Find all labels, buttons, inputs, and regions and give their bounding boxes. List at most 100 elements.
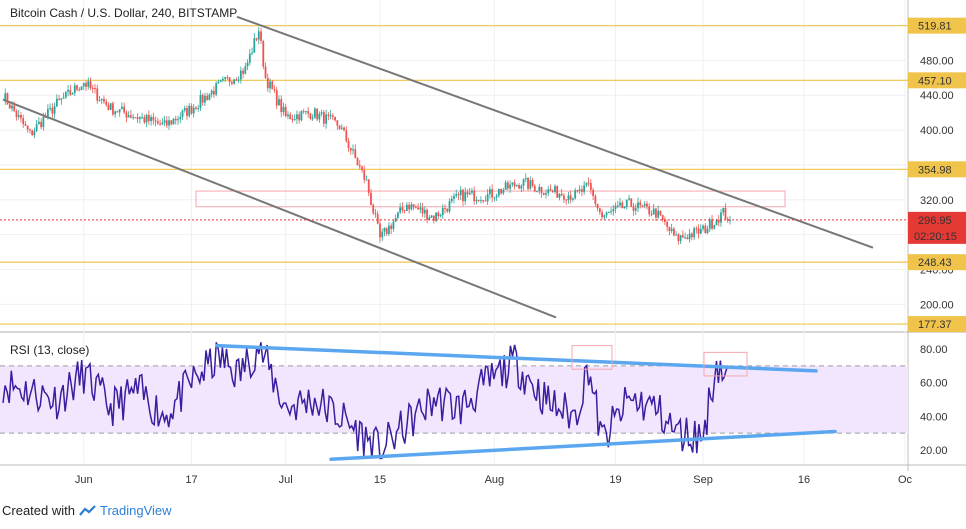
candle-body — [702, 225, 704, 229]
candle-body — [648, 206, 651, 215]
rsi-tick-label: 40.00 — [920, 411, 948, 423]
candle-body — [717, 219, 720, 223]
time-tick-label: 15 — [374, 474, 386, 486]
candle-body — [264, 66, 267, 78]
candle-body — [616, 205, 619, 207]
candle-body — [497, 188, 500, 196]
candle-body — [417, 207, 419, 210]
candle-body — [273, 89, 276, 91]
candle-body — [455, 194, 458, 196]
candle-body — [489, 189, 491, 195]
tradingview-brand: TradingView — [99, 503, 172, 518]
candle-body — [549, 189, 552, 191]
level-price-badge — [908, 254, 966, 271]
candle-body — [71, 93, 74, 95]
candle-body — [446, 209, 449, 212]
candle-body — [639, 202, 642, 206]
candle-body — [53, 106, 56, 114]
bar-countdown-label: 02:20:15 — [914, 231, 957, 243]
candle-body — [419, 207, 422, 210]
level-price-label: 177.37 — [918, 319, 952, 331]
candle-body — [697, 228, 700, 234]
rsi-line — [2, 342, 729, 460]
candle-body — [385, 228, 388, 234]
candle-body — [190, 105, 193, 114]
candle-body — [437, 212, 440, 217]
candle-body — [293, 119, 296, 121]
candle-body — [518, 185, 520, 189]
level-price-badge — [908, 17, 966, 34]
candle-body — [365, 179, 368, 181]
candle-body — [217, 81, 220, 84]
candle-body — [58, 98, 60, 100]
candle-body — [204, 95, 206, 103]
candle-body — [439, 214, 442, 217]
candle-body — [607, 211, 610, 213]
candle-body — [428, 217, 431, 220]
candle-body — [38, 121, 40, 125]
candle-body — [580, 189, 583, 192]
candle-body — [327, 114, 330, 116]
candle-body — [334, 116, 336, 121]
candle-body — [542, 192, 545, 195]
candle-body — [318, 113, 321, 120]
candle-body — [309, 113, 312, 119]
candle-body — [637, 202, 639, 209]
candle-body — [704, 225, 707, 234]
candle-body — [331, 115, 334, 117]
lower-trendline — [2, 98, 557, 319]
candle-body — [643, 203, 646, 206]
time-tick-label: Jun — [75, 474, 93, 486]
candle-body — [625, 199, 628, 207]
candle-body — [239, 70, 242, 80]
candle-body — [484, 200, 487, 202]
candle-body — [457, 194, 460, 196]
level-price-badge — [908, 161, 966, 178]
candle-body — [630, 198, 633, 207]
candle-body — [722, 208, 725, 213]
chart-title: Bitcoin Cash / U.S. Dollar, 240, BITSTAM… — [10, 6, 238, 20]
candle-body — [15, 111, 18, 117]
candle-body — [349, 147, 352, 151]
candle-body — [381, 231, 384, 238]
last-price-badge — [908, 211, 966, 244]
candle-body — [195, 107, 197, 109]
candle-body — [684, 237, 687, 239]
candle-body — [679, 235, 682, 242]
candle-body — [235, 79, 238, 81]
candle-body — [94, 88, 96, 90]
rsi-tick-label: 20.00 — [920, 445, 948, 457]
time-tick-label: Oc — [898, 474, 913, 486]
candle-body — [670, 228, 673, 231]
candle-body — [596, 203, 599, 209]
candle-body — [661, 215, 664, 220]
rsi-tick-label: 60.00 — [920, 378, 948, 390]
candle-body — [322, 112, 325, 124]
candle-body — [432, 215, 435, 221]
candle-body — [482, 200, 485, 202]
candle-body — [278, 99, 280, 106]
candle-body — [112, 103, 114, 115]
candle-body — [114, 111, 117, 115]
candle-body — [20, 115, 22, 119]
candle-body — [672, 228, 675, 236]
candle-body — [26, 125, 29, 130]
candle-body — [367, 179, 370, 193]
candle-body — [325, 114, 328, 124]
candle-body — [468, 192, 471, 195]
candle-body — [358, 165, 361, 167]
candle-body — [677, 234, 680, 242]
candle-body — [729, 219, 731, 222]
candle-body — [509, 184, 511, 189]
candle-body — [165, 120, 168, 126]
candle-body — [107, 104, 110, 110]
time-tick-label: 19 — [609, 474, 621, 486]
candle-body — [136, 117, 139, 120]
candle-body — [610, 211, 612, 213]
candle-body — [320, 112, 323, 114]
tradingview-logo[interactable]: TradingView — [79, 503, 172, 518]
candle-body — [42, 116, 45, 128]
candle-body — [174, 118, 177, 121]
candle-body — [44, 116, 47, 118]
